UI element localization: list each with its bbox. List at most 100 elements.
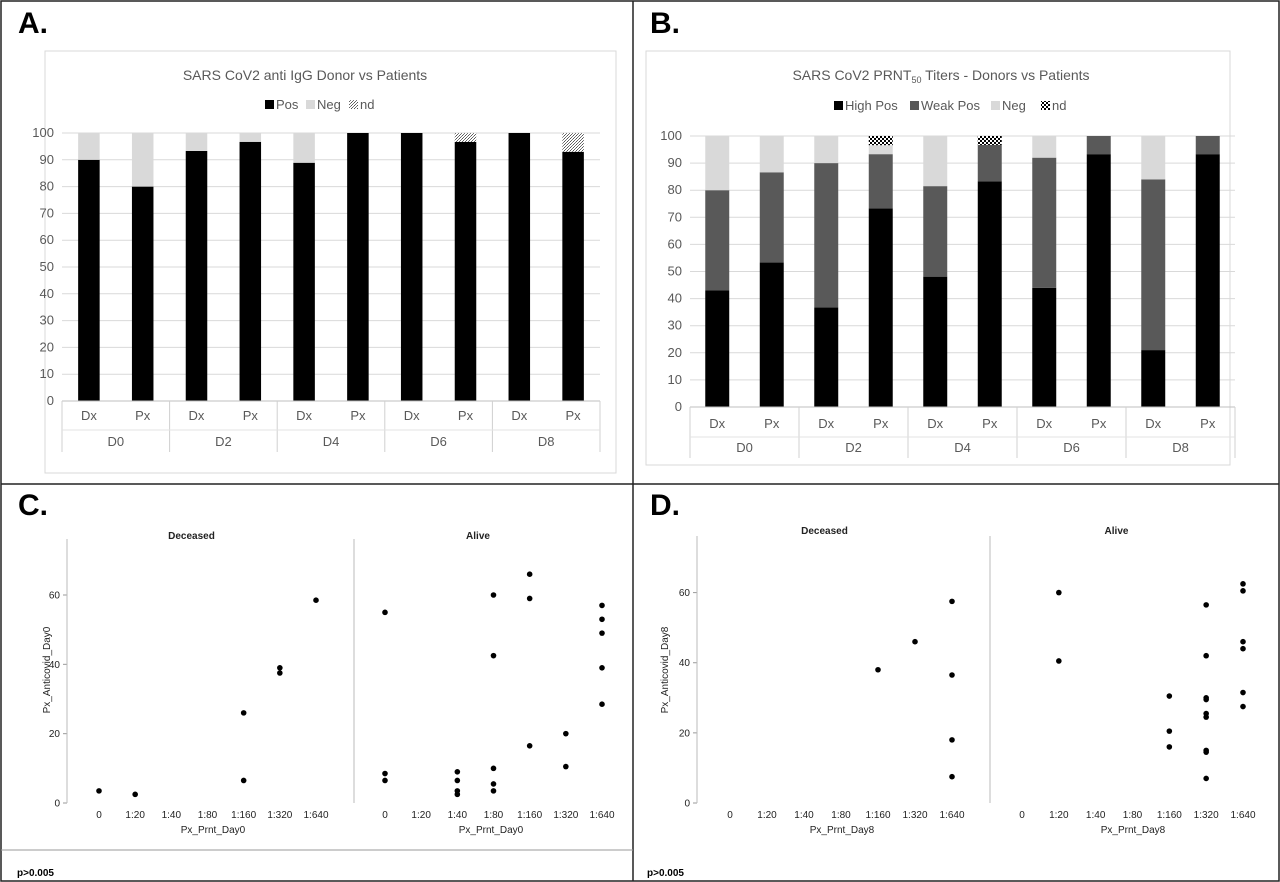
- chart-b-ytick: 30: [668, 318, 682, 333]
- legend-label-neg: Neg: [317, 97, 341, 112]
- chart-d-point: [1203, 714, 1209, 720]
- chart-c-xtick: 0: [96, 810, 102, 821]
- chart-d-xtick: 1:40: [794, 810, 814, 821]
- chart-a-bar-pos: [78, 159, 100, 401]
- chart-a-bar-pos: [131, 186, 154, 401]
- chart-c-ytick: 0: [54, 799, 60, 810]
- chart-b-xtick: Px: [982, 416, 998, 431]
- chart-a-bar-neg: [185, 133, 208, 151]
- chart-c-point: [563, 730, 569, 737]
- legend-swatch-nd-b: [1041, 101, 1050, 110]
- chart-b-bar-neg: [1032, 136, 1057, 158]
- chart-d-xtick: 1:640: [1230, 810, 1255, 821]
- chart-c-ytick: 40: [49, 660, 61, 671]
- chart-a-ytick: 20: [40, 339, 54, 354]
- chart-c-note: p>0.005: [17, 868, 54, 879]
- chart-c-xtick: 1:20: [411, 810, 431, 821]
- panel-label-d: D.: [650, 489, 680, 522]
- chart-b-group-label: D0: [736, 440, 753, 455]
- chart-d-point: [1203, 696, 1209, 703]
- chart-c-xtick: 1:40: [448, 810, 468, 821]
- chart-d-xtick: 0: [1019, 810, 1025, 821]
- chart-c-point: [490, 788, 497, 794]
- chart-b-bar-weak-pos: [1141, 179, 1166, 351]
- chart-d-ytick: 40: [679, 658, 691, 669]
- chart-a-bar-nd: [454, 133, 477, 142]
- chart-a-xtick: Px: [458, 408, 474, 423]
- chart-b-ytick: 100: [660, 128, 682, 143]
- legend-swatch-neg-b: [991, 101, 1000, 110]
- chart-d-point: [912, 638, 918, 645]
- chart-a-ytick: 70: [40, 205, 54, 220]
- chart-c-point: [240, 710, 247, 716]
- chart-a-bar-pos: [347, 133, 369, 401]
- chart-b-bar-high-pos: [814, 307, 839, 407]
- chart-a-bar-neg: [78, 133, 100, 160]
- chart-d-xtick: 1:640: [939, 810, 964, 821]
- chart-d-xtick: 1:80: [1123, 810, 1143, 821]
- chart-a-xtick: Dx: [81, 408, 97, 423]
- chart-b: SARS CoV2 PRNT50 Titers - Donors vs Pati…: [645, 50, 1236, 466]
- chart-c-xlabel-left: Px_Prnt_Day0: [181, 825, 246, 836]
- chart-b-title-main: SARS CoV2 PRNT: [792, 67, 911, 83]
- chart-d-point: [1240, 703, 1246, 710]
- chart-a-bar-pos: [293, 162, 315, 401]
- chart-d-point: [1240, 588, 1246, 594]
- chart-b-xtick: Px: [873, 416, 889, 431]
- panel-label-c: C.: [18, 489, 48, 522]
- chart-d-xtick: 1:320: [1194, 810, 1219, 821]
- chart-b-bar-high-pos: [705, 290, 730, 407]
- chart-b-ytick: 20: [668, 345, 682, 360]
- chart-c-xtick: 1:80: [484, 810, 504, 821]
- chart-d-point: [1203, 602, 1209, 608]
- chart-c-point: [277, 665, 283, 671]
- chart-d-point: [1240, 581, 1246, 587]
- chart-d-xtick: 0: [727, 810, 733, 821]
- chart-d-point: [1166, 744, 1173, 750]
- panel-label-a: A.: [18, 7, 48, 40]
- chart-b-bar-weak-pos: [759, 172, 784, 263]
- chart-c-point: [454, 769, 461, 775]
- chart-a-ytick: 0: [47, 393, 54, 408]
- chart-b-title: SARS CoV2 PRNT50 Titers - Donors vs Pati…: [792, 67, 1089, 85]
- chart-a-group-label: D4: [323, 434, 340, 449]
- chart-b-bar-high-pos: [868, 208, 893, 407]
- chart-b-bar-weak-pos: [923, 186, 948, 277]
- chart-a-xtick: Dx: [189, 408, 205, 423]
- chart-a-ytick: 100: [32, 125, 54, 140]
- chart-a-ytick: 60: [40, 232, 54, 247]
- chart-a-bar-pos: [454, 141, 477, 401]
- chart-d-xtick: 1:320: [902, 810, 927, 821]
- chart-b-bar-weak-pos: [1032, 157, 1057, 288]
- chart-b-bar-nd: [977, 136, 1002, 145]
- chart-b-bar-neg: [759, 136, 784, 173]
- chart-a-xtick: Px: [243, 408, 259, 423]
- chart-c-facet-title: Deceased: [168, 531, 215, 542]
- chart-b-bar-neg: [1141, 136, 1166, 180]
- chart-a-group-label: D6: [430, 434, 447, 449]
- chart-c: Px_Anticovid_Day0 Px_Prnt_Day0 Px_Prnt_D…: [1, 531, 633, 879]
- chart-d-point: [949, 737, 955, 743]
- chart-a-xtick: Px: [350, 408, 366, 423]
- chart-d-point: [1166, 728, 1173, 734]
- chart-b-ytick: 90: [668, 155, 682, 170]
- chart-b-bar-nd: [868, 136, 893, 146]
- chart-b-xtick: Dx: [1145, 416, 1161, 431]
- chart-d-point: [1203, 775, 1209, 782]
- chart-c-xtick: 1:160: [231, 810, 256, 821]
- chart-c-point: [490, 652, 497, 659]
- chart-d-point: [1056, 589, 1062, 596]
- chart-a-bar-pos: [508, 133, 531, 401]
- chart-c-ytick: 20: [49, 729, 61, 740]
- chart-d-xtick: 1:40: [1086, 810, 1106, 821]
- chart-c-point: [599, 701, 605, 707]
- chart-b-group-label: D8: [1172, 440, 1189, 455]
- legend-label-nd-b: nd: [1052, 98, 1066, 113]
- chart-a-frame: [44, 50, 617, 474]
- legend-label-high-pos: High Pos: [845, 98, 898, 113]
- chart-b-xtick: Dx: [927, 416, 943, 431]
- chart-a-ytick: 40: [40, 286, 54, 301]
- chart-d-xlabel-left: Px_Prnt_Day8: [810, 825, 875, 836]
